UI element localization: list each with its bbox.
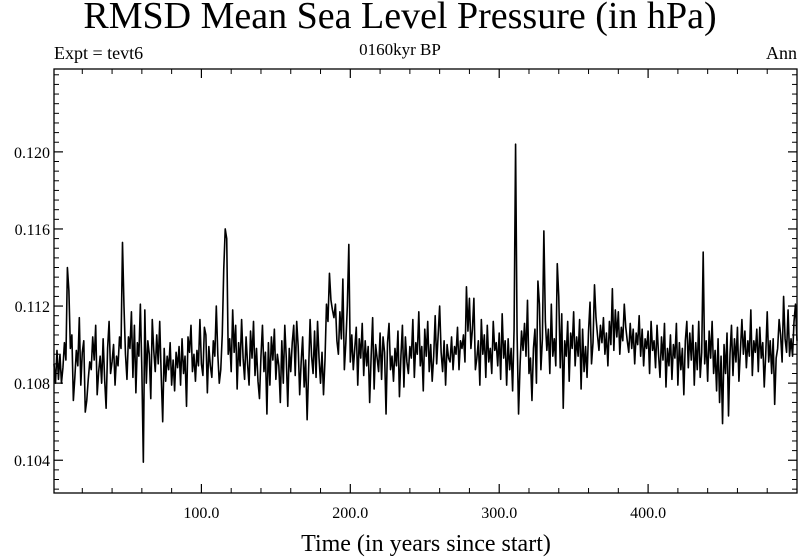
y-tick-label: 0.116: [15, 222, 50, 239]
axis-tick-labels: 0.104 0.108 0.112 0.116 0.120 100.0 200.0 300.0…: [14, 145, 666, 522]
season-label: Ann: [766, 43, 797, 63]
x-tick-label: 400.0: [630, 505, 666, 522]
data-series-line: [53, 143, 798, 463]
period-label: 0160kyr BP: [359, 40, 441, 59]
y-tick-label: 0.112: [15, 299, 50, 316]
axis-ticks: [54, 69, 797, 493]
x-tick-label: 100.0: [183, 505, 219, 522]
y-tick-label: 0.120: [14, 145, 50, 162]
experiment-label: Expt = tevt6: [54, 43, 144, 63]
y-tick-label: 0.108: [14, 376, 50, 393]
chart-title: RMSD Mean Sea Level Pressure (in hPa): [83, 0, 717, 37]
y-tick-label: 0.104: [14, 453, 50, 470]
x-tick-label: 200.0: [332, 505, 368, 522]
x-tick-label: 300.0: [481, 505, 517, 522]
x-axis-label: Time (in years since start): [301, 531, 551, 557]
plot-area-frame: [53, 68, 798, 494]
